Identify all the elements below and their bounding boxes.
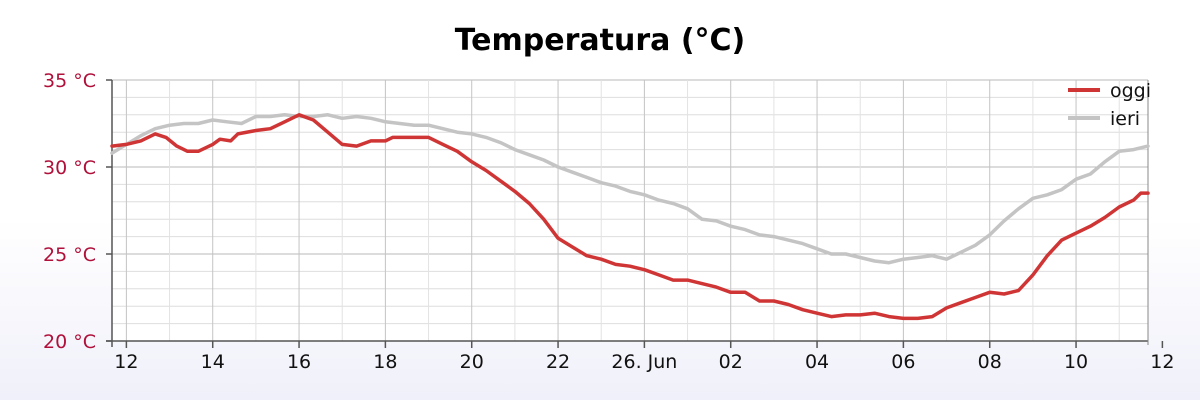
y-tick-label: 35 °C: [43, 70, 96, 92]
plot-background: [112, 80, 1148, 341]
x-axis-ticks: 12 14 16 18 20 22 26. Jun 02 04 06 08 10 12: [114, 341, 1174, 373]
x-tick-label: 12: [114, 351, 138, 373]
chart-legend[interactable]: oggi ieri: [1068, 80, 1151, 130]
x-tick-label: 02: [719, 351, 743, 373]
chart-series: [110, 113, 1150, 321]
x-tick-label: 14: [201, 351, 225, 373]
chart-title: Temperatura (°C): [455, 23, 746, 58]
chart-grid: [112, 79, 1148, 342]
y-tick-label: 20 °C: [43, 331, 96, 353]
chart-axes: [106, 80, 1149, 347]
y-tick-label: 30 °C: [43, 157, 96, 179]
x-tick-label: 20: [460, 351, 484, 373]
x-tick-label: 04: [805, 351, 829, 373]
series-line-oggi: [110, 113, 1150, 321]
x-tick-label: 26. Jun: [611, 351, 677, 373]
x-tick-label: 16: [287, 351, 311, 373]
y-tick-label: 25 °C: [43, 244, 96, 266]
x-tick-label: 06: [891, 351, 915, 373]
y-axis-ticks: 20 °C 25 °C 30 °C 35 °C: [43, 70, 112, 353]
legend-label: oggi: [1110, 80, 1151, 102]
x-tick-label: 18: [373, 351, 397, 373]
x-tick-label: 12: [1150, 351, 1174, 373]
x-tick-label: 10: [1064, 351, 1088, 373]
legend-label: ieri: [1110, 108, 1140, 130]
legend-item-ieri[interactable]: ieri: [1068, 108, 1140, 130]
x-tick-label: 08: [978, 351, 1002, 373]
x-tick-label: 22: [546, 351, 570, 373]
legend-item-oggi[interactable]: oggi: [1068, 80, 1151, 102]
series-line-ieri: [110, 113, 1150, 265]
